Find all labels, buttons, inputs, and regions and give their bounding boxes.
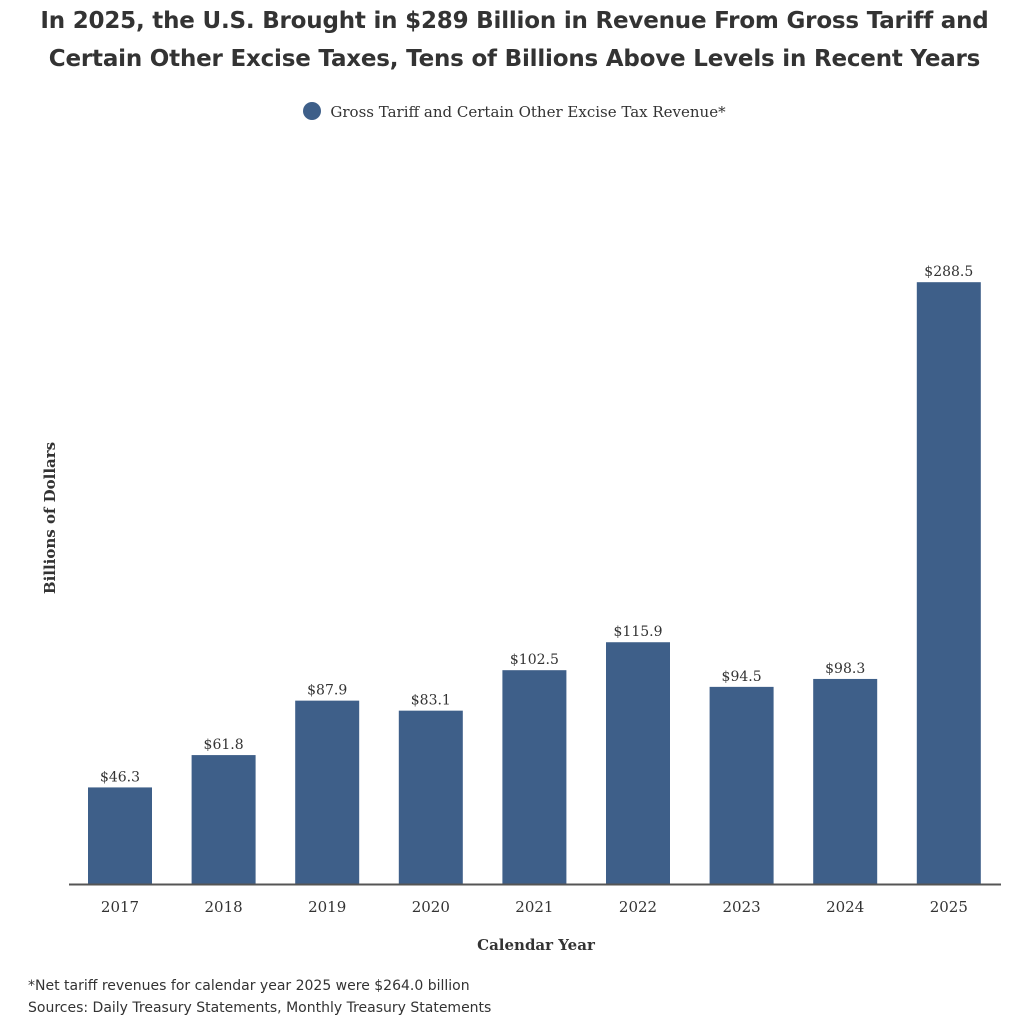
y-axis-title: Billions of Dollars	[41, 442, 59, 594]
x-tick-label-2024: 2024	[826, 898, 864, 916]
data-label-2022: $115.9	[614, 624, 663, 640]
bar-2023	[709, 686, 774, 884]
footnote-sources: Sources: Daily Treasury Statements, Mont…	[28, 1000, 492, 1016]
legend-label: Gross Tariff and Certain Other Excise Ta…	[330, 103, 726, 121]
data-label-2023: $94.5	[722, 669, 762, 685]
x-tick-label-2020: 2020	[412, 898, 450, 916]
bar-2018	[191, 755, 256, 884]
x-tick-label-2021: 2021	[515, 898, 553, 916]
bar-2024	[813, 678, 878, 884]
chart-title: In 2025, the U.S. Brought in $289 Billio…	[0, 2, 1029, 78]
chart-title-line-2: Certain Other Excise Taxes, Tens of Bill…	[48, 46, 981, 72]
bar-2019	[295, 700, 360, 884]
x-tick-label-2018: 2018	[205, 898, 243, 916]
data-label-2020: $83.1	[411, 693, 451, 709]
bar-2025	[916, 282, 981, 885]
legend-swatch	[303, 102, 322, 120]
bar-2022	[606, 642, 670, 884]
bar-2021	[502, 670, 567, 884]
x-axis-title: Calendar Year	[477, 936, 596, 954]
chart-title-line-1: In 2025, the U.S. Brought in $289 Billio…	[40, 8, 989, 34]
footnote-net-tariff: *Net tariff revenues for calendar year 2…	[28, 978, 470, 994]
data-label-2017: $46.3	[100, 769, 140, 785]
bar-2017	[88, 787, 152, 884]
x-tick-label-2022: 2022	[619, 898, 657, 916]
legend: Gross Tariff and Certain Other Excise Ta…	[0, 102, 1029, 121]
data-label-2021: $102.5	[510, 652, 559, 668]
x-tick-label-2025: 2025	[930, 898, 968, 916]
data-label-2025: $288.5	[924, 264, 973, 280]
data-label-2018: $61.8	[204, 737, 244, 753]
x-tick-label-2019: 2019	[308, 898, 346, 916]
bar-2020	[398, 710, 463, 884]
data-label-2024: $98.3	[825, 661, 865, 677]
data-label-2019: $87.9	[307, 683, 347, 699]
x-tick-label-2017: 2017	[101, 898, 139, 916]
x-tick-label-2023: 2023	[723, 898, 761, 916]
